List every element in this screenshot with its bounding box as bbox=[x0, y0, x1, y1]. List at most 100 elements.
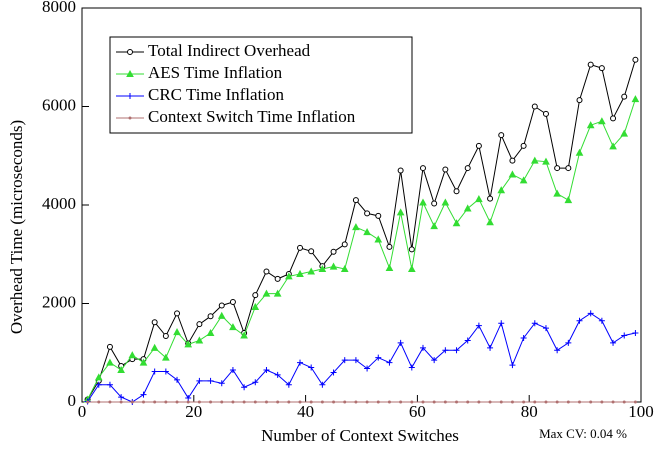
marker bbox=[419, 165, 426, 172]
marker bbox=[274, 371, 281, 378]
marker bbox=[162, 333, 169, 340]
marker bbox=[364, 365, 371, 372]
marker bbox=[441, 198, 450, 206]
marker bbox=[352, 223, 360, 231]
marker bbox=[589, 400, 593, 404]
marker bbox=[140, 391, 147, 398]
marker bbox=[162, 353, 170, 361]
marker bbox=[498, 132, 505, 139]
marker bbox=[587, 61, 594, 68]
marker bbox=[565, 165, 572, 172]
marker bbox=[217, 311, 226, 319]
marker bbox=[174, 376, 181, 383]
marker bbox=[297, 359, 304, 366]
marker bbox=[128, 116, 132, 120]
marker bbox=[153, 400, 157, 404]
marker bbox=[575, 148, 584, 156]
marker bbox=[464, 337, 471, 344]
marker bbox=[443, 400, 447, 404]
marker bbox=[510, 400, 514, 404]
marker bbox=[452, 219, 461, 227]
marker bbox=[410, 400, 414, 404]
marker bbox=[542, 157, 550, 165]
marker bbox=[519, 176, 528, 184]
marker bbox=[587, 310, 594, 317]
marker bbox=[487, 344, 494, 351]
marker bbox=[408, 246, 415, 253]
marker bbox=[186, 400, 190, 404]
marker bbox=[542, 325, 549, 332]
marker bbox=[554, 347, 561, 354]
marker bbox=[396, 208, 405, 216]
marker bbox=[220, 400, 224, 404]
marker bbox=[141, 400, 145, 404]
legend-label: Context Switch Time Inflation bbox=[148, 107, 356, 126]
marker bbox=[453, 188, 460, 195]
marker bbox=[419, 198, 427, 206]
marker bbox=[262, 289, 271, 297]
marker bbox=[307, 267, 316, 275]
marker bbox=[486, 218, 494, 226]
marker bbox=[466, 400, 470, 404]
marker bbox=[610, 115, 617, 122]
legend-label: AES Time Inflation bbox=[148, 63, 283, 82]
marker bbox=[86, 400, 90, 404]
marker bbox=[565, 339, 572, 346]
marker bbox=[251, 302, 260, 310]
marker bbox=[106, 343, 113, 350]
marker bbox=[531, 103, 538, 110]
marker bbox=[620, 129, 629, 137]
marker bbox=[309, 400, 313, 404]
marker bbox=[399, 400, 403, 404]
marker bbox=[442, 347, 449, 354]
marker bbox=[130, 400, 134, 404]
marker bbox=[375, 212, 382, 219]
marker bbox=[386, 243, 393, 250]
x-tick-label: 20 bbox=[185, 402, 202, 421]
marker bbox=[264, 400, 268, 404]
marker bbox=[397, 339, 404, 346]
marker bbox=[509, 362, 516, 369]
marker bbox=[252, 379, 259, 386]
marker bbox=[578, 400, 582, 404]
marker bbox=[229, 323, 237, 331]
marker bbox=[622, 400, 626, 404]
marker bbox=[231, 400, 235, 404]
marker bbox=[95, 381, 102, 388]
marker bbox=[209, 400, 213, 404]
marker bbox=[106, 381, 113, 388]
marker bbox=[308, 248, 315, 255]
marker bbox=[162, 368, 169, 375]
x-tick-label: 0 bbox=[78, 402, 87, 421]
marker bbox=[498, 320, 505, 327]
marker bbox=[287, 400, 291, 404]
marker bbox=[363, 228, 371, 236]
marker bbox=[354, 400, 358, 404]
marker bbox=[475, 195, 483, 203]
marker bbox=[576, 97, 583, 104]
y-axis-label: Overhead Time (microseconds) bbox=[7, 120, 26, 334]
marker bbox=[421, 400, 425, 404]
marker bbox=[263, 268, 270, 275]
marker bbox=[195, 336, 204, 344]
marker bbox=[364, 210, 371, 217]
marker bbox=[108, 400, 112, 404]
series-line bbox=[87, 312, 636, 403]
marker bbox=[329, 262, 338, 270]
series bbox=[84, 56, 639, 403]
marker bbox=[229, 299, 236, 306]
marker bbox=[611, 400, 615, 404]
marker bbox=[475, 322, 482, 329]
marker bbox=[533, 400, 537, 404]
marker bbox=[463, 204, 472, 212]
marker bbox=[376, 400, 380, 404]
marker bbox=[509, 157, 516, 164]
y-tick-label: 0 bbox=[68, 391, 77, 410]
marker bbox=[499, 400, 503, 404]
series-line bbox=[87, 98, 636, 400]
marker bbox=[330, 369, 337, 376]
marker bbox=[598, 117, 606, 125]
marker bbox=[242, 400, 246, 404]
x-axis-label: Number of Context Switches bbox=[261, 426, 459, 445]
marker bbox=[118, 394, 125, 401]
